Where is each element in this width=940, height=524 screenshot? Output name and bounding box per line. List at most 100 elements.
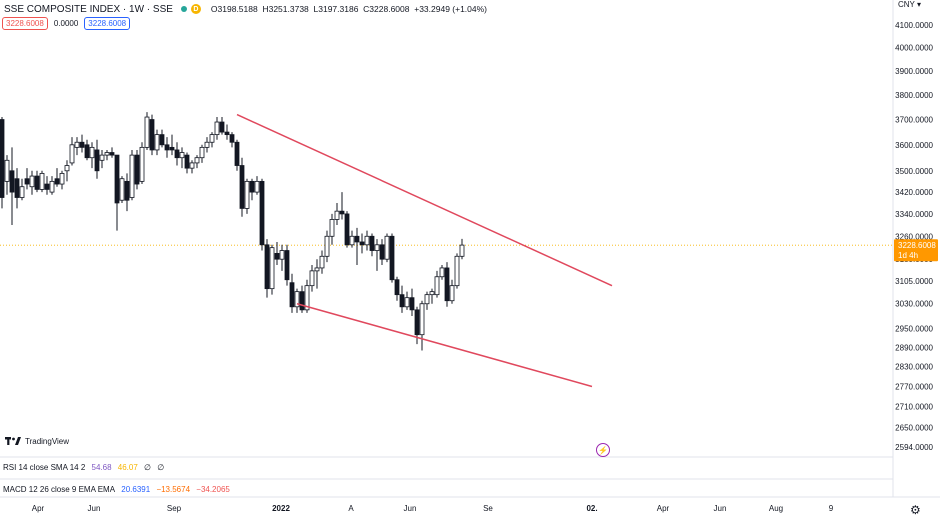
candle-body <box>404 297 410 308</box>
candle-body <box>369 235 375 251</box>
time-axis-label: Jun <box>88 504 101 513</box>
candle-body <box>154 134 160 151</box>
candle-body <box>189 162 195 169</box>
candle-body <box>124 180 130 201</box>
symbol-legend[interactable]: SSE COMPOSITE INDEX · 1W · SSE D O3198.5… <box>4 2 487 16</box>
lightning-icon[interactable]: ⚡ <box>596 443 610 457</box>
candle-body <box>429 291 435 296</box>
tradingview-label: TradingView <box>25 437 70 446</box>
candle-body <box>454 255 460 287</box>
macd-legend[interactable]: MACD 12 26 close 9 EMA EMA 20.6391 −13.5… <box>3 485 234 494</box>
macd-hist-value: −34.2065 <box>196 485 230 494</box>
y-tick-label: 3260.0000 <box>895 232 933 241</box>
ohlc-values: O3198.5188 H3251.3738 L3197.3186 C3228.6… <box>211 4 487 14</box>
low-value: L3197.3186 <box>313 4 359 14</box>
candle-body <box>449 285 455 302</box>
candle-body <box>459 244 465 257</box>
rsi-legend[interactable]: RSI 14 close SMA 14 2 54.68 46.07 ∅ ∅ <box>3 463 168 472</box>
candle-body <box>414 309 420 336</box>
candle-body <box>149 119 155 151</box>
currency-selector[interactable]: CNY ▾ <box>898 0 921 9</box>
rsi-value: 54.68 <box>91 463 112 472</box>
candle-body <box>434 276 440 296</box>
y-tick-label: 2650.0000 <box>895 423 933 432</box>
candle-body <box>374 244 380 251</box>
candle-body <box>384 235 390 260</box>
candle-body <box>314 267 320 272</box>
candle-body <box>144 116 150 148</box>
candle-body <box>219 121 225 133</box>
open-value: O3198.5188 <box>210 4 258 14</box>
candle-body <box>279 250 285 260</box>
settings-gear-icon[interactable]: ⚙ <box>910 503 921 517</box>
candle-body <box>229 134 235 143</box>
candle-body <box>284 250 290 281</box>
macd-signal-value: −13.5674 <box>156 485 191 494</box>
currency-label[interactable]: CNY <box>898 0 915 9</box>
candle-body <box>34 175 40 190</box>
data-source-badge: D <box>190 4 201 14</box>
y-tick-label: 4100.0000 <box>895 21 933 30</box>
candle-body <box>169 146 175 151</box>
trendline-lower[interactable] <box>296 303 593 388</box>
market-status-dot <box>180 6 187 12</box>
candle-body <box>4 159 10 182</box>
sell-button[interactable]: 3228.6008 <box>2 17 48 30</box>
y-tick-label: 3340.0000 <box>895 210 933 219</box>
candle-body <box>299 291 305 311</box>
rsi-extra-1: ∅ <box>144 463 151 472</box>
tradingview-logo[interactable]: TradingView <box>5 437 69 446</box>
symbol-title[interactable]: SSE COMPOSITE INDEX · 1W · SSE <box>4 3 173 15</box>
candle-body <box>184 154 190 169</box>
candle-body <box>349 235 355 246</box>
candle-body <box>249 180 255 193</box>
high-value: H3251.3738 <box>262 4 309 14</box>
current-price-value: 3228.6008 <box>898 241 936 250</box>
candle-body <box>159 134 165 146</box>
y-tick-label: 3900.0000 <box>895 67 933 76</box>
candle-body <box>274 253 280 260</box>
candle-body <box>399 294 405 308</box>
candle-body <box>409 297 415 311</box>
candle-body <box>129 154 135 198</box>
candle-body <box>89 146 95 159</box>
candle-body <box>14 178 20 198</box>
time-axis-label: Apr <box>657 504 670 513</box>
rsi-extra-2: ∅ <box>157 463 165 472</box>
candle-body <box>354 235 360 243</box>
trendline-upper[interactable] <box>236 113 613 287</box>
candle-body <box>59 173 65 185</box>
y-tick-label: 3105.0000 <box>895 277 933 286</box>
buy-button[interactable]: 3228.6008 <box>84 17 131 30</box>
candle-body <box>104 152 110 156</box>
time-axis-label: Jun <box>714 504 727 513</box>
candle-body <box>19 186 25 198</box>
rsi-label: RSI 14 close SMA 14 2 <box>3 463 86 472</box>
candle-body <box>379 244 385 260</box>
candle-body <box>264 244 270 290</box>
candle-body <box>239 165 245 209</box>
y-tick-label: 2710.0000 <box>895 403 933 412</box>
y-tick-label: 2890.0000 <box>895 343 933 352</box>
y-tick-label: 3500.0000 <box>895 167 933 176</box>
time-axis-label: 9 <box>829 504 834 513</box>
candle-body <box>134 154 140 185</box>
y-tick-label: 3700.0000 <box>895 116 933 125</box>
current-price-countdown: 1d 4h <box>898 251 918 260</box>
candle-body <box>24 178 30 185</box>
candle-body <box>174 149 180 159</box>
y-tick-label: 3800.0000 <box>895 91 933 100</box>
candle-body <box>309 270 315 287</box>
candle-body <box>9 170 15 193</box>
spread-value: 0.0000 <box>53 19 79 28</box>
candle-body <box>84 144 90 159</box>
y-tick-label: 2770.0000 <box>895 382 933 391</box>
candle-body <box>424 294 430 305</box>
time-axis-label: Jun <box>404 504 417 513</box>
candle-body <box>74 141 80 148</box>
y-tick-label: 2950.0000 <box>895 324 933 333</box>
rsi-sma-value: 46.07 <box>117 463 138 472</box>
y-tick-label: 4000.0000 <box>895 44 933 53</box>
